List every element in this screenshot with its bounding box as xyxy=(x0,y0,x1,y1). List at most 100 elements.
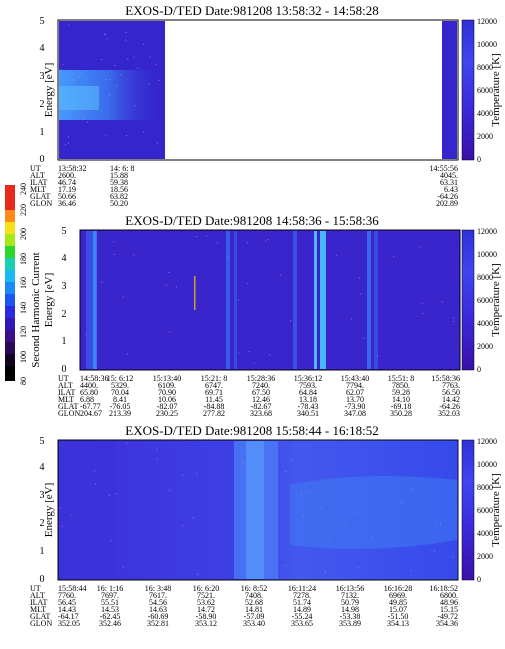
side-cbtick-6: 200 xyxy=(19,228,28,240)
speckle xyxy=(242,463,244,465)
side-cbtick-2: 120 xyxy=(19,326,28,338)
panel-1-colorbar xyxy=(461,19,475,161)
panel-2-bright-streak xyxy=(86,231,96,369)
panel-3-eph-cell: -51.50 xyxy=(388,612,409,621)
panel-3-eph-cell: 16: 6:20 xyxy=(193,584,219,593)
panel-1-eph-cell: 6.43 xyxy=(444,185,458,194)
panel-2-eph-cell: 14.42 xyxy=(442,395,460,404)
panel-3-eph-labels: UT ALT ILAT MLT GLAT GLON xyxy=(30,584,52,628)
panel-2-cbtick-3: 6000 xyxy=(477,296,493,305)
panel-3-eph-cell: -58.90 xyxy=(196,612,217,621)
panel-2-eph-cell: 64.84 xyxy=(299,388,317,397)
panel-3-eph-cell: -57.09 xyxy=(244,612,265,621)
panel-2-eph-cell: 7850. xyxy=(392,381,410,390)
panel-3-eph-cell: 52.68 xyxy=(245,598,263,607)
speckle xyxy=(125,32,127,33)
panel-2-cbtick-6: 12000 xyxy=(477,227,497,236)
panel-1-eph-label-5: GLON xyxy=(30,199,52,208)
panel-3-eph-cell: -64.17 xyxy=(58,612,79,621)
panel-3-cbtick-3: 6000 xyxy=(477,506,493,515)
panel-3-eph-cell: 7521. xyxy=(197,591,215,600)
side-colorbar-seg xyxy=(5,354,15,366)
speckle xyxy=(110,540,112,542)
speckle xyxy=(453,320,455,322)
speckle xyxy=(94,483,96,485)
panel-2-eph-col-7: 15:51: 8 7850. 59.28 14.10 -69.18 350.28 xyxy=(388,374,414,418)
panel-1-eph-cell: 46.74 xyxy=(58,178,76,187)
speckle xyxy=(291,459,293,461)
speckle xyxy=(68,24,70,26)
speckle xyxy=(87,121,88,123)
speckle xyxy=(329,537,331,539)
speckle xyxy=(72,79,74,81)
panel-3-eph-cell: -62.45 xyxy=(100,612,121,621)
panel-2-ytick-5: 5 xyxy=(62,226,67,237)
panel-3-eph-cell: 53.62 xyxy=(197,598,215,607)
panel-2-cyan-streak xyxy=(314,231,317,369)
panel-3-ytick-2: 2 xyxy=(40,518,45,529)
speckle xyxy=(137,67,139,69)
speckle xyxy=(285,565,287,567)
panel-3-ytick-3: 3 xyxy=(40,490,45,501)
panel-1: EXOS-D/TED Date:981208 13:58:32 - 14:58:… xyxy=(30,3,502,208)
panel-2-eph-label-1: ALT xyxy=(58,381,73,390)
panel-2-eph-cell: 204.67 xyxy=(80,409,102,418)
panel-3-eph-cell: 16:11:24 xyxy=(288,584,316,593)
panel-2-eph-cell: 10.06 xyxy=(158,395,176,404)
speckle xyxy=(410,570,412,571)
panel-2-eph-cell: 5329. xyxy=(111,381,129,390)
speckle xyxy=(453,317,455,319)
panel-3-eph-col-7: 16:16:28 6969. 49.85 15.07 -51.50 354.13 xyxy=(384,584,412,628)
speckle xyxy=(197,573,198,575)
panel-3-eph-cell: 15.15 xyxy=(440,605,458,614)
panel-2-eph-col-4: 15:28:36 7240. 67.50 12.46 -82.67 323.68 xyxy=(247,374,275,418)
panel-2-bright-streak xyxy=(367,231,371,369)
speckle xyxy=(101,281,103,283)
panel-2-cbtick-2: 4000 xyxy=(477,319,493,328)
panel-3-eph-cell: 7760. xyxy=(58,591,76,600)
speckle xyxy=(105,135,107,137)
panel-1-eph-cell: 18.56 xyxy=(110,185,128,194)
panel-1-eph-cell: 14:55:56 xyxy=(430,164,458,173)
panel-3-eph-label-2: ILAT xyxy=(30,598,47,607)
speckle xyxy=(84,79,86,81)
panel-3-eph-cell: 6800. xyxy=(440,591,458,600)
speckle xyxy=(105,33,106,35)
speckle xyxy=(60,507,62,509)
panel-3-cbtick-0: 0 xyxy=(477,575,481,584)
side-colorbar-label: Second Harmonic Current xyxy=(30,252,42,367)
speckle xyxy=(122,566,124,568)
panel-1-eph-label-3: MLT xyxy=(30,185,46,194)
speckle xyxy=(335,254,337,256)
panel-3-eph-cell: 6969. xyxy=(389,591,407,600)
speckle xyxy=(60,68,62,70)
panel-1-eph-labels: UT ALT ILAT MLT GLAT GLON xyxy=(30,164,52,208)
panel-3-eph-cell: 354.13 xyxy=(387,619,409,628)
speckle xyxy=(265,240,267,242)
panel-2-eph-cell: 8.41 xyxy=(113,395,127,404)
panel-2-eph-cell: 213.39 xyxy=(109,409,131,418)
speckle xyxy=(309,492,310,493)
speckle xyxy=(67,136,69,138)
speckle xyxy=(452,556,454,558)
panel-2-eph-cell: 62.07 xyxy=(346,388,364,397)
panel-2-eph-col-8: 15:58:36 7763. 56.50 14.42 -64.26 352.03 xyxy=(432,374,460,418)
speckle xyxy=(360,293,362,295)
panel-3-eph-col-0: 15:58:44 7760. 56.45 14.43 -64.17 352.05 xyxy=(58,584,86,628)
speckle xyxy=(246,282,248,284)
panel-1-cyan-patch xyxy=(59,86,99,110)
panel-3-ytick-5: 5 xyxy=(40,436,45,447)
speckle xyxy=(393,256,395,258)
panel-3-eph-cell: 16: 1:16 xyxy=(97,584,123,593)
panel-2-eph-col-0: 14:58:36 4400. 65.80 6.88 -67.77 204.67 xyxy=(80,374,108,418)
speckle xyxy=(113,254,115,255)
speckle xyxy=(143,131,145,133)
panel-3-eph-cell: 354.36 xyxy=(436,619,458,628)
speckle xyxy=(434,522,436,524)
panel-2-cbtick-0: 0 xyxy=(477,365,481,374)
panel-2-cbticks: 0 2000 4000 6000 8000 10000 12000 xyxy=(477,227,497,374)
panel-2-bright-streak xyxy=(293,231,297,369)
panel-3-eph-cell: 7697. xyxy=(101,591,119,600)
panel-3-eph-cell: 51.74 xyxy=(293,598,311,607)
panel-2-ephemeris: UT ALT ILAT MLT GLAT GLON 14:58:36 4400.… xyxy=(58,374,460,418)
